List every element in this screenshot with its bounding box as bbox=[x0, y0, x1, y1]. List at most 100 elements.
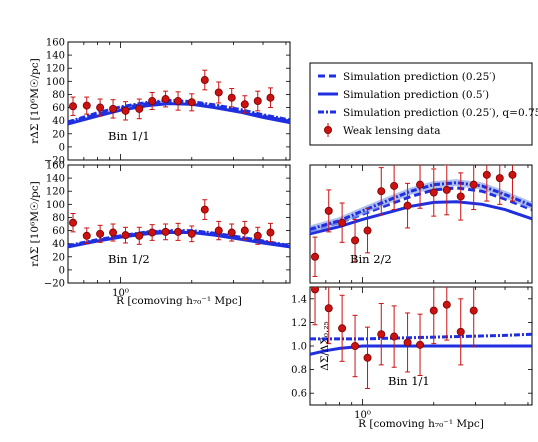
data-point bbox=[174, 227, 183, 236]
y-tick-label: 40 bbox=[52, 116, 65, 127]
y-tick-label: 1.2 bbox=[291, 318, 307, 329]
panel-bin-1-2: −20 0 20 40 60 80 100 120 140 160 10⁰ Bin 1/2 rΔΣ [1… bbox=[29, 161, 291, 307]
data-point bbox=[351, 341, 360, 350]
data-point bbox=[508, 170, 517, 179]
data-point bbox=[148, 228, 157, 237]
data-point bbox=[469, 180, 478, 189]
data-point bbox=[96, 103, 105, 112]
data-point bbox=[377, 330, 386, 339]
data-point bbox=[227, 228, 236, 237]
data-point bbox=[174, 97, 183, 106]
y-tick-label: −20 bbox=[44, 279, 65, 290]
y-tick-label: 140 bbox=[46, 174, 65, 185]
data-point bbox=[311, 287, 320, 294]
data-point bbox=[148, 97, 157, 106]
y-tick-label: 60 bbox=[52, 103, 65, 114]
data-point bbox=[82, 101, 91, 110]
data-point bbox=[324, 206, 333, 215]
data-point bbox=[109, 104, 118, 113]
data-point bbox=[456, 327, 465, 336]
y-tick-label: 80 bbox=[52, 90, 65, 101]
data-point bbox=[187, 98, 196, 107]
data-point bbox=[135, 231, 144, 240]
data-point bbox=[390, 181, 399, 190]
data-point bbox=[482, 170, 491, 179]
data-point bbox=[187, 229, 196, 238]
legend-label-3: Weak lensing data bbox=[343, 125, 440, 137]
legend: Simulation prediction (0.25′) Simulation… bbox=[309, 62, 538, 146]
bin-annotation: Bin 1/2 bbox=[108, 252, 150, 266]
x-axis-label: R [comoving h₇₀⁻¹ Mpc] bbox=[116, 295, 242, 307]
plot-frame bbox=[67, 164, 291, 284]
data-point bbox=[311, 252, 320, 261]
data-point bbox=[253, 231, 262, 240]
prediction-line-solid bbox=[310, 344, 532, 356]
panel-bin-1-1-top: −20 0 20 40 60 80 100 120 140 160 Bin 1/1 rΔΣ [10⁶M… bbox=[29, 38, 291, 167]
y-tick-label: 160 bbox=[46, 38, 65, 49]
y-tick-label: 120 bbox=[46, 64, 65, 75]
data-point bbox=[121, 231, 130, 240]
prediction-line-solid bbox=[310, 200, 532, 236]
y-tick-label: 0.8 bbox=[291, 365, 307, 376]
y-tick-label: 140 bbox=[46, 51, 65, 62]
data-point bbox=[135, 104, 144, 113]
y-tick-label: 100 bbox=[46, 200, 65, 211]
y-tick-label: 0 bbox=[59, 265, 65, 276]
data-point bbox=[429, 188, 438, 197]
legend-label-0: Simulation prediction (0.25′) bbox=[343, 71, 496, 83]
x-tick-label: 10⁰ bbox=[354, 410, 371, 421]
y-tick-label: 1.4 bbox=[291, 294, 307, 305]
data-point bbox=[240, 226, 249, 235]
data-point bbox=[338, 218, 347, 227]
data-point bbox=[214, 88, 223, 97]
x-axis-label: R [comoving h₇₀⁻¹ Mpc] bbox=[358, 418, 484, 430]
data-point bbox=[403, 338, 412, 347]
panel-bin-2-2: Bin 2/2 bbox=[309, 164, 533, 284]
bin-annotation: Bin 1/1 bbox=[388, 374, 430, 388]
legend-label-2: Simulation prediction (0.25′), q=0.75 bbox=[343, 107, 538, 119]
y-tick-label: 20 bbox=[52, 129, 65, 140]
data-point bbox=[442, 185, 451, 194]
legend-frame bbox=[309, 62, 533, 146]
data-point bbox=[495, 174, 504, 183]
series-layer bbox=[310, 287, 532, 389]
data-point bbox=[363, 353, 372, 362]
data-point bbox=[416, 340, 425, 349]
data-point bbox=[121, 106, 130, 115]
y-tick-label: 60 bbox=[52, 226, 65, 237]
data-point bbox=[390, 332, 399, 341]
data-point bbox=[161, 95, 170, 104]
data-point bbox=[416, 180, 425, 189]
data-point bbox=[82, 231, 91, 240]
y-tick-label: −20 bbox=[44, 156, 65, 167]
data-point bbox=[200, 76, 209, 85]
data-point bbox=[69, 102, 78, 111]
y-axis-label: rΔΣ [10⁶M☉/pc] bbox=[29, 58, 41, 143]
data-point bbox=[442, 300, 451, 309]
series-layer bbox=[310, 165, 532, 277]
data-point bbox=[338, 324, 347, 333]
y-tick-label: 120 bbox=[46, 187, 65, 198]
data-point bbox=[266, 228, 275, 237]
data-point bbox=[96, 229, 105, 238]
y-tick-label: 80 bbox=[52, 213, 65, 224]
data-point bbox=[403, 201, 412, 210]
plot-frame bbox=[309, 164, 533, 284]
series-layer bbox=[68, 69, 290, 126]
bin-annotation: Bin 1/1 bbox=[108, 129, 150, 143]
panel-ratio-bin-1-1: 0.6 0.8 1.0 1.2 1.4 10⁰ Bin 1/1 ΔΣ/ΔΣ₀.₂₅ R [com… bbox=[291, 286, 533, 430]
data-point bbox=[240, 100, 249, 109]
y-tick-label: 100 bbox=[46, 77, 65, 88]
data-point bbox=[324, 304, 333, 313]
data-point bbox=[351, 236, 360, 245]
data-point bbox=[109, 228, 118, 237]
y-tick-label: 160 bbox=[46, 161, 65, 172]
data-point bbox=[214, 226, 223, 235]
data-point bbox=[377, 187, 386, 196]
data-point bbox=[200, 205, 209, 214]
prediction-line-dashdot bbox=[310, 332, 532, 341]
y-tick-label: 0.6 bbox=[291, 389, 307, 400]
legend-label-1: Simulation prediction (0.5′) bbox=[343, 89, 489, 101]
y-axis-label: rΔΣ [10⁶M☉/pc] bbox=[29, 181, 41, 266]
